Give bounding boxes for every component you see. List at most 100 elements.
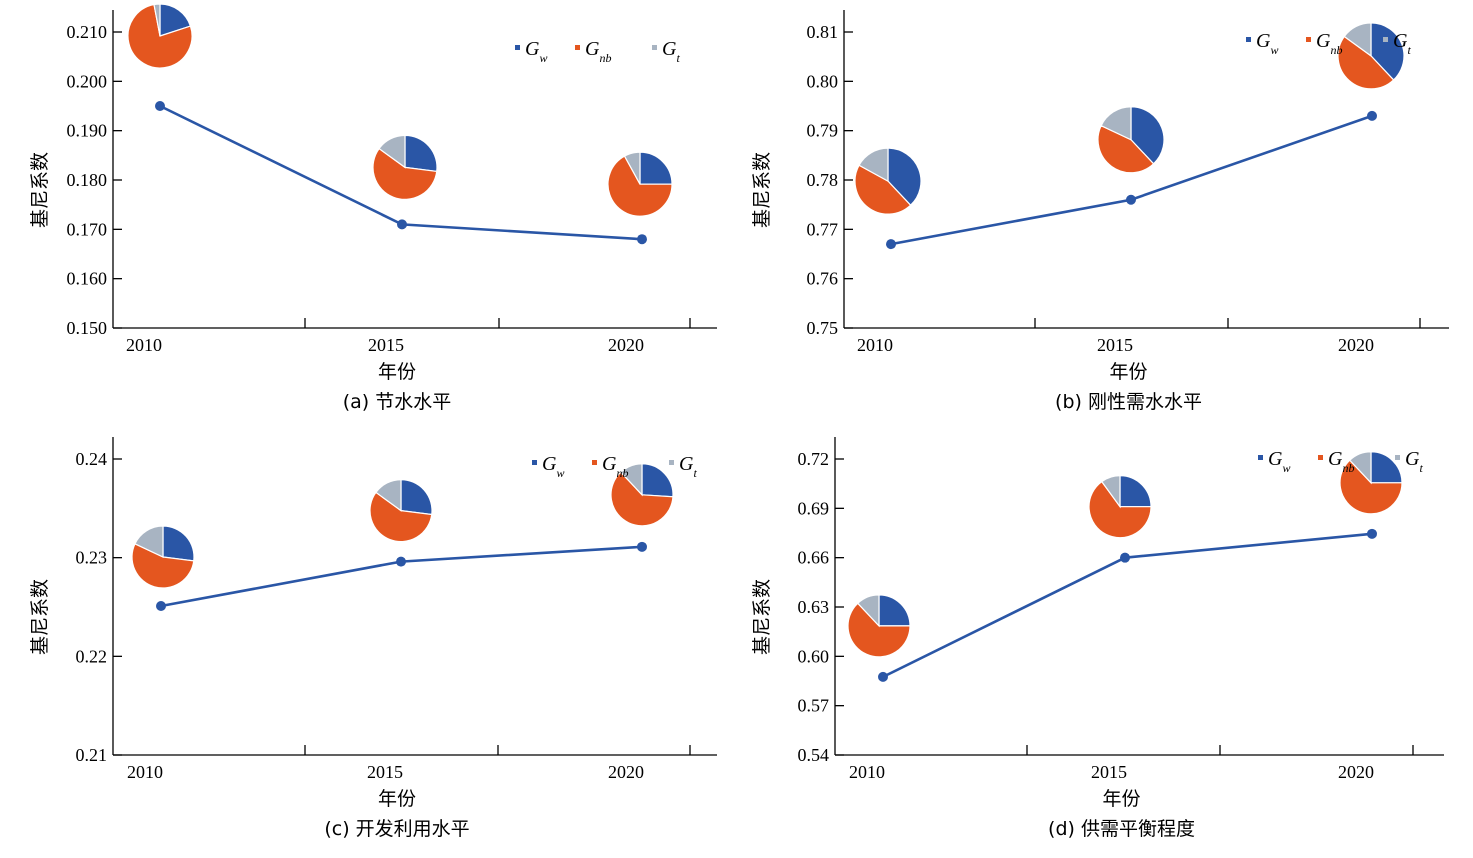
x-tick-label: 2020	[608, 335, 644, 355]
pie-slice-Gw	[639, 151, 673, 185]
x-tick-label: 2010	[126, 335, 162, 355]
pie-2015	[1088, 475, 1152, 539]
x-tick-label: 2015	[1091, 762, 1127, 782]
y-tick-label: 0.21	[76, 745, 108, 765]
legend-swatch-Gnb	[575, 45, 580, 50]
y-axis-title: 基尼系数	[29, 579, 51, 655]
pie-slice-Gw	[1119, 475, 1152, 508]
axes: 0.21 0.22 0.23 0.24 2010 2015 2020	[76, 437, 717, 782]
pie-slice-Gt	[856, 594, 880, 628]
legend-swatch-Gw	[532, 460, 537, 465]
pie-slice-Gt	[378, 134, 406, 169]
data-point	[396, 556, 406, 567]
chart-d: 0.54 0.57 0.60 0.63 0.66 0.69 0.72 2010 2015 2020…	[751, 437, 1444, 840]
y-tick-label: 0.63	[798, 597, 830, 617]
y-tick-label: 0.60	[798, 646, 830, 666]
legend-swatch-Gnb	[592, 460, 597, 465]
legend-label-Gnb: Gnb	[1328, 448, 1354, 475]
pie-2020	[1339, 451, 1403, 515]
x-axis-title: 年份	[378, 788, 416, 810]
y-tick-label: 0.76	[807, 269, 839, 289]
x-tick-label: 2010	[127, 762, 163, 782]
y-tick-label: 0.66	[798, 548, 830, 568]
pie-2010	[854, 147, 922, 215]
chart-c: 0.21 0.22 0.23 0.24 2010 2015 2020 年份 基尼系数 (c) 开发…	[29, 437, 717, 840]
pie-slice-Gnb	[607, 155, 673, 217]
y-tick-label: 0.150	[67, 318, 108, 338]
legend: Gw Gnb Gt	[515, 38, 680, 65]
pie-2020	[610, 463, 674, 527]
pie-slice-Gw	[887, 147, 922, 207]
legend-label-Gw: Gw	[542, 453, 564, 480]
legend-label-Gt: Gt	[662, 38, 680, 65]
x-axis-title: 年份	[1109, 361, 1147, 383]
chart-a: 0.150 0.160 0.170 0.180 0.190 0.200 0.210 2010 2…	[29, 3, 717, 413]
axes: 0.75 0.76 0.77 0.78 0.79 0.80 0.81 2010 2015 2020	[807, 10, 1449, 355]
pie-slice-Gt	[1100, 106, 1132, 141]
legend: Gw Gnb Gt	[532, 453, 697, 480]
panel-caption: (b) 刚性需水水平	[1055, 391, 1202, 413]
y-tick-label: 0.81	[807, 22, 839, 42]
x-tick-label: 2020	[1338, 762, 1374, 782]
legend-swatch-Gw	[1258, 455, 1263, 460]
y-tick-label: 0.80	[807, 71, 839, 91]
y-tick-label: 0.77	[807, 219, 839, 239]
y-tick-label: 0.57	[798, 696, 830, 716]
legend-label-Gnb: Gnb	[1316, 30, 1342, 57]
y-tick-label: 0.22	[76, 646, 108, 666]
y-tick-label: 0.75	[807, 318, 839, 338]
x-tick-label: 2010	[849, 762, 885, 782]
data-point	[637, 234, 647, 245]
pie-slice-Gt	[134, 525, 164, 558]
pie-slice-Gnb	[369, 491, 433, 543]
legend-swatch-Gt	[1395, 455, 1400, 460]
pie-slice-Gw	[1370, 451, 1403, 484]
axes: 0.150 0.160 0.170 0.180 0.190 0.200 0.210 2010 2…	[67, 10, 717, 355]
pie-2015	[372, 134, 438, 200]
panel-caption: (a) 节水水平	[343, 391, 452, 413]
pie-slice-Gt	[375, 479, 402, 512]
pie-slice-Gnb	[847, 602, 911, 658]
y-tick-label: 0.24	[76, 449, 108, 469]
legend-label-Gnb: Gnb	[585, 38, 611, 65]
legend-swatch-Gnb	[1306, 37, 1311, 42]
pie-slice-Gt	[1348, 451, 1372, 485]
pie-slice-Gnb	[1339, 459, 1403, 515]
panel-caption: (d) 供需平衡程度	[1048, 818, 1195, 840]
y-tick-label: 0.160	[67, 269, 108, 289]
pie-slice-Gnb	[127, 3, 193, 69]
pie-slice-Gt	[623, 151, 641, 185]
pie-slice-Gw	[162, 525, 195, 562]
gini-line	[160, 545, 643, 608]
y-axis-title: 基尼系数	[751, 152, 773, 228]
pie-slice-Gt	[1343, 22, 1372, 58]
data-point	[886, 239, 896, 250]
pie-slice-Gw	[400, 479, 433, 516]
pie-slice-Gnb	[372, 147, 438, 200]
y-tick-label: 0.180	[67, 170, 108, 190]
data-point	[1367, 110, 1377, 121]
pie-slice-Gt	[1100, 475, 1121, 509]
legend-label-Gt: Gt	[1393, 30, 1411, 57]
panel-caption: (c) 开发利用水平	[324, 818, 469, 840]
y-tick-label: 0.23	[76, 548, 108, 568]
data-point	[156, 601, 166, 612]
legend-swatch-Gt	[1383, 37, 1388, 42]
pie-slice-Gw	[641, 463, 674, 498]
pie-2010	[127, 3, 193, 69]
legend-swatch-Gt	[652, 45, 657, 50]
data-point	[155, 101, 165, 111]
x-tick-label: 2015	[1097, 335, 1133, 355]
data-point	[1126, 194, 1136, 205]
data-point	[1120, 552, 1130, 563]
data-point	[1367, 528, 1377, 539]
pie-slice-Gw	[1370, 22, 1405, 81]
legend-label-Gnb: Gnb	[602, 453, 628, 480]
legend-swatch-Gt	[669, 460, 674, 465]
x-tick-label: 2015	[367, 762, 403, 782]
chart-b: 0.75 0.76 0.77 0.78 0.79 0.80 0.81 2010 2015 2020…	[751, 10, 1449, 413]
legend-label-Gt: Gt	[679, 453, 697, 480]
y-tick-label: 0.200	[67, 71, 108, 91]
x-axis-title: 年份	[378, 361, 416, 383]
legend-label-Gt: Gt	[1405, 448, 1423, 475]
